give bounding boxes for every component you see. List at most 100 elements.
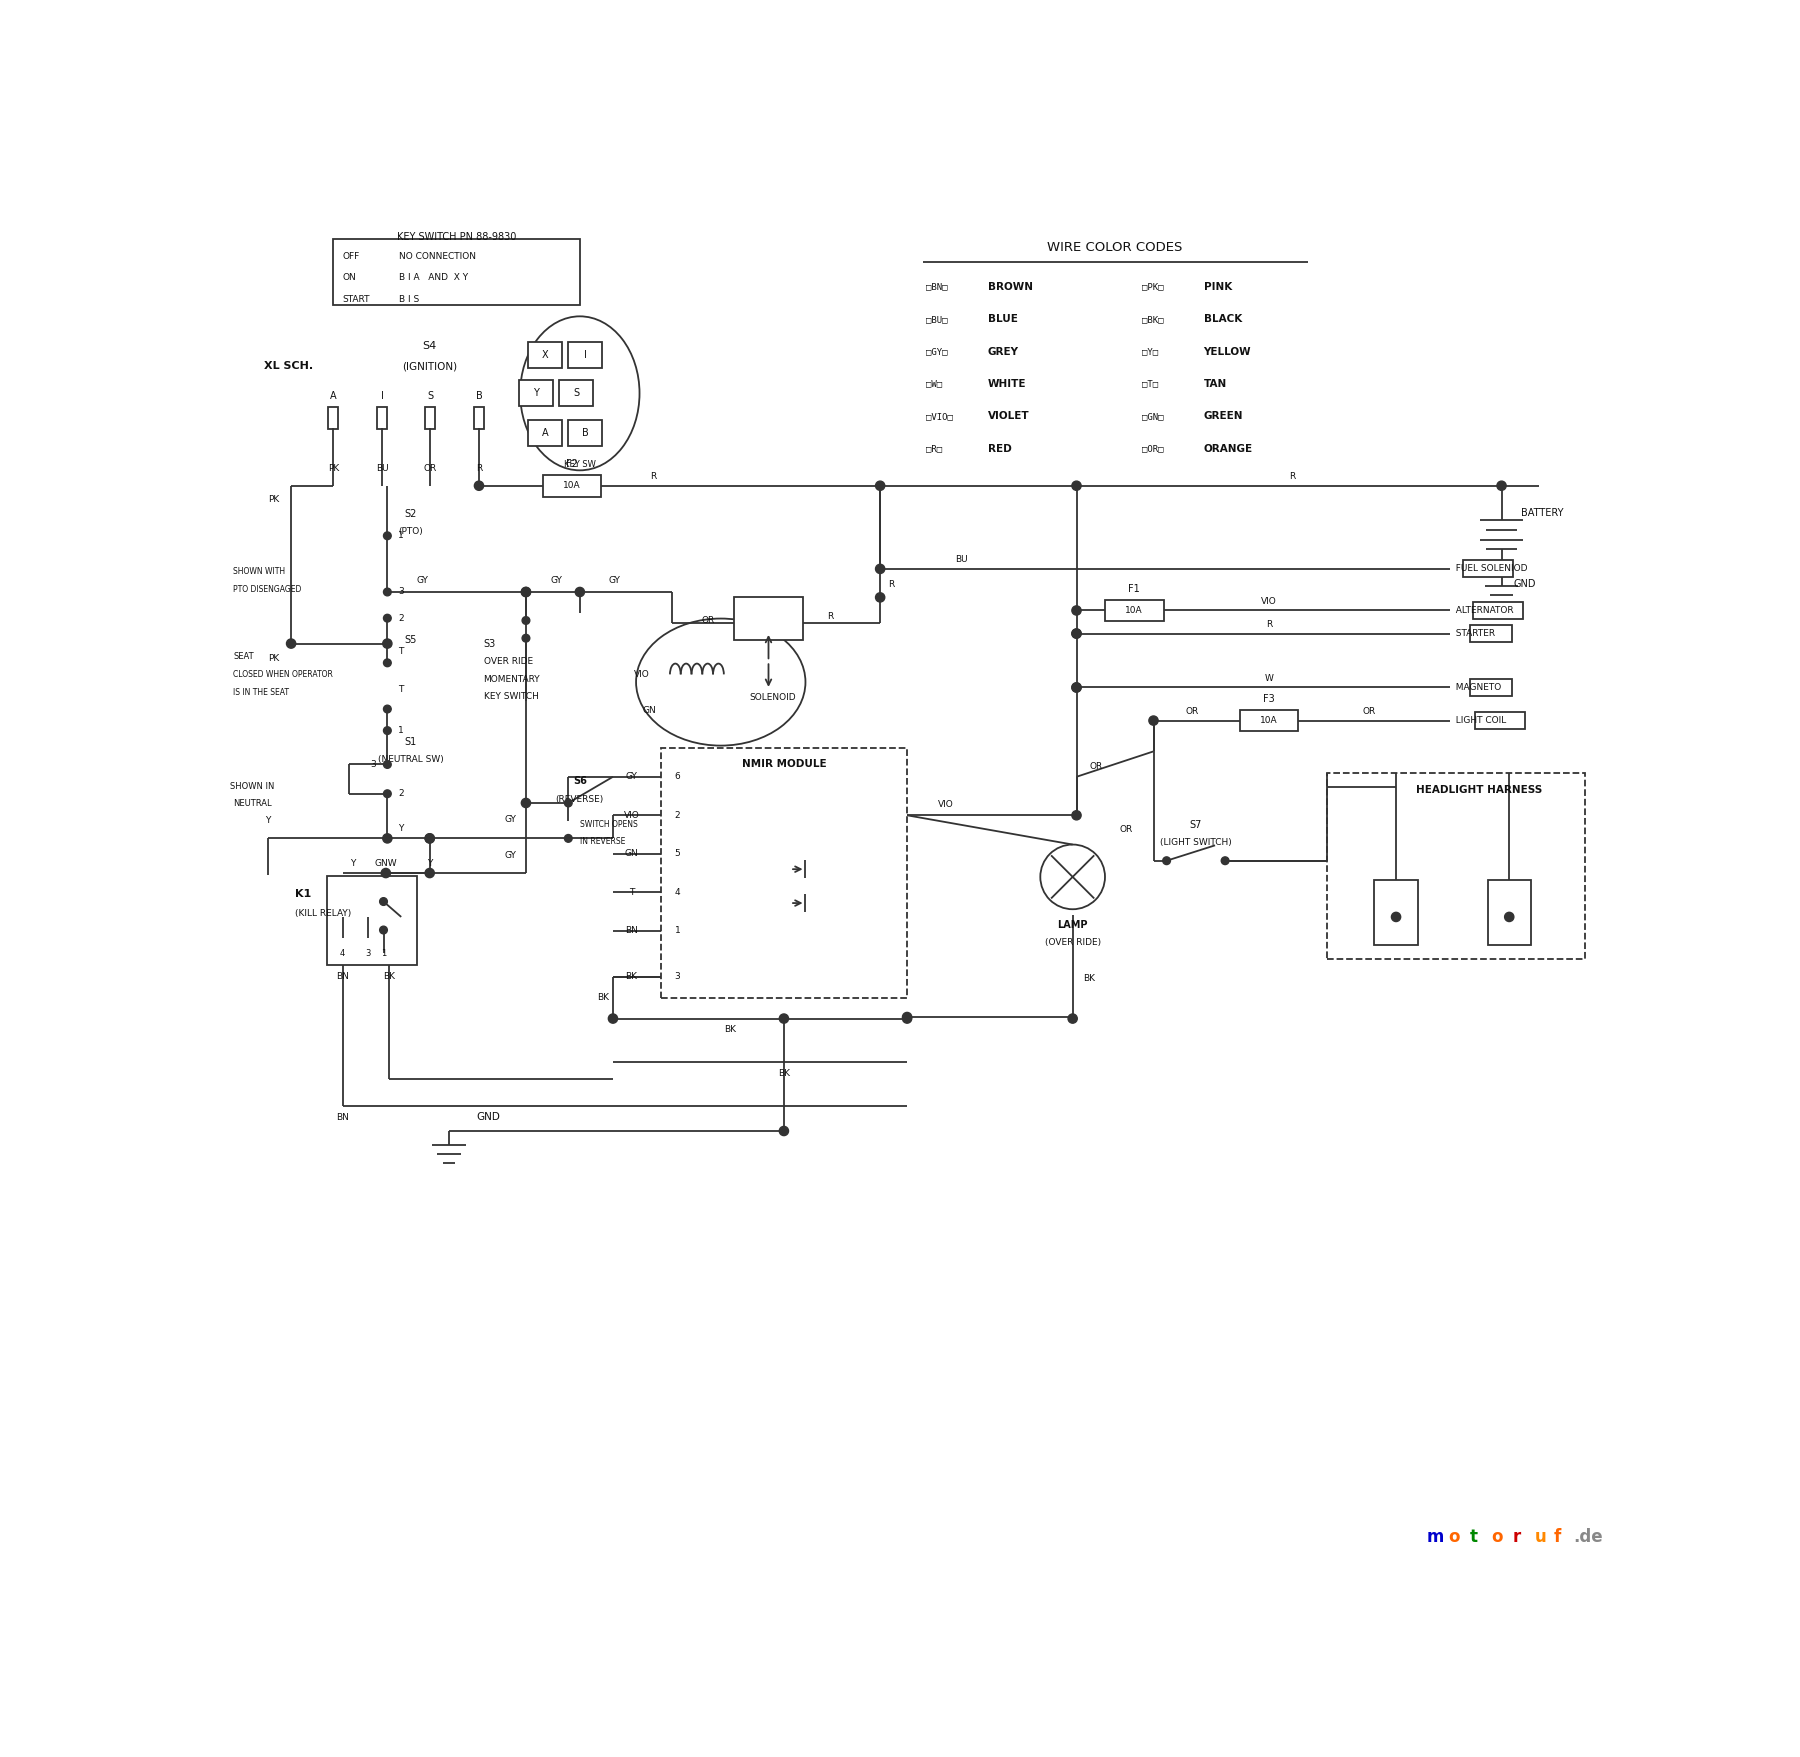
Text: WHITE: WHITE [988,380,1026,388]
Circle shape [1220,857,1229,864]
Text: OR: OR [1120,826,1134,835]
Text: R: R [1289,473,1296,481]
Text: 3: 3 [398,587,403,596]
Text: 1: 1 [398,531,403,541]
Text: GREY: GREY [988,346,1019,357]
Circle shape [383,705,391,713]
Text: GY: GY [504,815,517,824]
Text: MAGNETO: MAGNETO [1451,683,1501,692]
Text: R: R [650,473,657,481]
Text: PINK: PINK [1204,283,1231,292]
Text: □PK□: □PK□ [1141,283,1163,292]
Text: 10A: 10A [1260,717,1278,726]
Circle shape [1071,683,1082,692]
Text: SOLENOID: SOLENOID [749,692,796,703]
Text: □T□: □T□ [1141,380,1157,388]
Circle shape [383,659,391,666]
Text: F2: F2 [567,459,578,469]
Text: ORANGE: ORANGE [1204,445,1253,453]
Circle shape [1391,912,1400,922]
Text: □R□: □R□ [927,445,943,453]
Text: RED: RED [988,445,1012,453]
Text: GY: GY [608,576,621,585]
Text: OFF: OFF [342,251,360,260]
Text: t: t [1471,1529,1478,1546]
Circle shape [425,868,434,878]
Circle shape [383,727,391,734]
Text: BK: BK [625,972,637,982]
Text: BU: BU [954,555,967,564]
Text: START: START [342,295,371,304]
Text: (IGNITION): (IGNITION) [401,362,457,371]
Circle shape [286,640,295,648]
Text: OR: OR [423,464,437,473]
Text: GY: GY [626,773,637,782]
Text: SHOWN IN: SHOWN IN [230,782,275,791]
Text: f: f [1553,1529,1561,1546]
Text: 1: 1 [382,949,387,958]
Circle shape [1067,1014,1076,1023]
Circle shape [779,1126,788,1135]
Text: (OVER RIDE): (OVER RIDE) [1044,938,1102,947]
Text: o: o [1449,1529,1460,1546]
Text: r: r [1514,1529,1521,1546]
Circle shape [565,799,572,806]
Text: BROWN: BROWN [988,283,1033,292]
Text: 1: 1 [398,726,403,734]
Text: OR: OR [1186,706,1199,715]
Text: B I A   AND  X Y: B I A AND X Y [400,274,468,283]
Text: BK: BK [778,1068,790,1077]
Circle shape [383,640,392,648]
Text: S3: S3 [484,638,495,648]
Text: LIGHT COIL: LIGHT COIL [1451,717,1507,726]
Circle shape [522,587,531,597]
Text: (LIGHT SWITCH): (LIGHT SWITCH) [1159,838,1231,847]
Bar [569,343,603,367]
Circle shape [383,615,391,622]
Text: KEY SWITCH PN 88-9830: KEY SWITCH PN 88-9830 [398,232,517,242]
Bar [1240,710,1298,731]
Circle shape [522,587,531,597]
Circle shape [380,898,387,905]
Circle shape [383,532,391,539]
Circle shape [779,1014,788,1023]
Bar [527,420,562,446]
Bar [734,597,803,640]
Circle shape [1071,629,1082,638]
Text: S6: S6 [572,777,587,787]
Bar [518,380,553,406]
Text: PTO DISENGAGED: PTO DISENGAGED [234,585,302,594]
Text: R: R [1265,620,1273,629]
Text: □VIO□: □VIO□ [927,411,954,422]
Text: B: B [475,390,482,401]
Bar [1469,625,1512,641]
Text: S: S [572,388,580,399]
Text: SHOWN WITH: SHOWN WITH [234,568,286,576]
Text: OVER RIDE: OVER RIDE [484,657,533,666]
Circle shape [1071,606,1082,615]
Text: F3: F3 [1264,694,1274,705]
Bar [569,420,603,446]
Bar [1474,712,1525,729]
Circle shape [383,791,391,798]
Text: VIO: VIO [634,669,650,678]
Circle shape [383,761,391,768]
Text: Y: Y [349,859,355,868]
Text: u: u [1535,1529,1546,1546]
Circle shape [522,617,529,624]
Text: T: T [398,685,403,694]
Text: GN: GN [643,706,655,715]
Circle shape [522,798,531,808]
Text: GND: GND [1514,580,1535,589]
Circle shape [383,835,392,843]
Text: 3: 3 [371,761,376,770]
Text: VIO: VIO [938,799,954,808]
Circle shape [1071,481,1082,490]
Text: VIOLET: VIOLET [988,411,1030,422]
Text: MOMENTARY: MOMENTARY [484,675,540,683]
Circle shape [875,481,886,490]
Text: 3: 3 [675,972,680,982]
Bar [425,408,436,429]
Text: OR: OR [1363,706,1375,715]
Circle shape [1148,715,1157,726]
